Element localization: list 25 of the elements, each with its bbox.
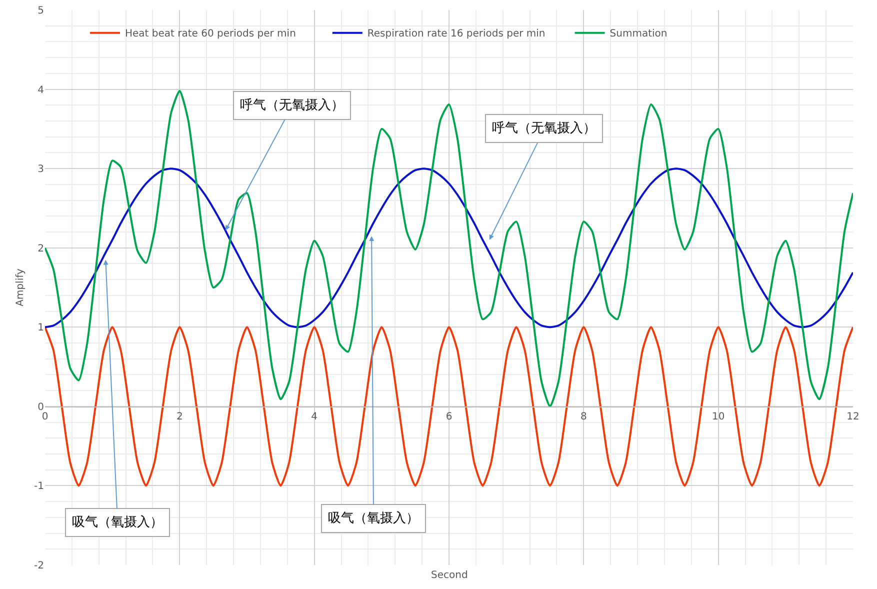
legend-label: Respiration rate 16 periods per min (367, 28, 546, 40)
y-axis-title: Amplify (15, 268, 26, 306)
legend-label: Summation (610, 28, 668, 40)
y-tick-label: 1 (38, 322, 44, 334)
x-tick-label: 2 (176, 411, 183, 422)
annotation: 吸气（氧摄入） (72, 515, 163, 530)
y-tick-label: 2 (38, 243, 44, 254)
x-tick-label: 4 (311, 411, 318, 422)
x-axis-title: Second (431, 570, 468, 581)
x-tick-label: 12 (846, 411, 860, 422)
y-tick-label: -1 (34, 481, 44, 492)
y-tick-label: -2 (34, 560, 44, 572)
y-tick-label: 3 (38, 164, 44, 176)
y-tick-label: 0 (38, 402, 44, 413)
x-tick-label: 10 (712, 411, 725, 422)
line-series (45, 168, 853, 328)
y-tick-label: 4 (38, 84, 44, 96)
x-tick-label: 8 (580, 411, 587, 422)
legend-label: Heat beat rate 60 periods per min (125, 28, 296, 40)
annotation: 呼气（无氧摄入） (240, 98, 344, 113)
x-tick-label: 6 (446, 411, 452, 422)
annotation: 呼气（无氧摄入） (492, 121, 596, 136)
line-series (45, 90, 853, 408)
y-tick-label: 5 (38, 6, 44, 16)
annotation: 吸气（氧摄入） (328, 511, 419, 526)
